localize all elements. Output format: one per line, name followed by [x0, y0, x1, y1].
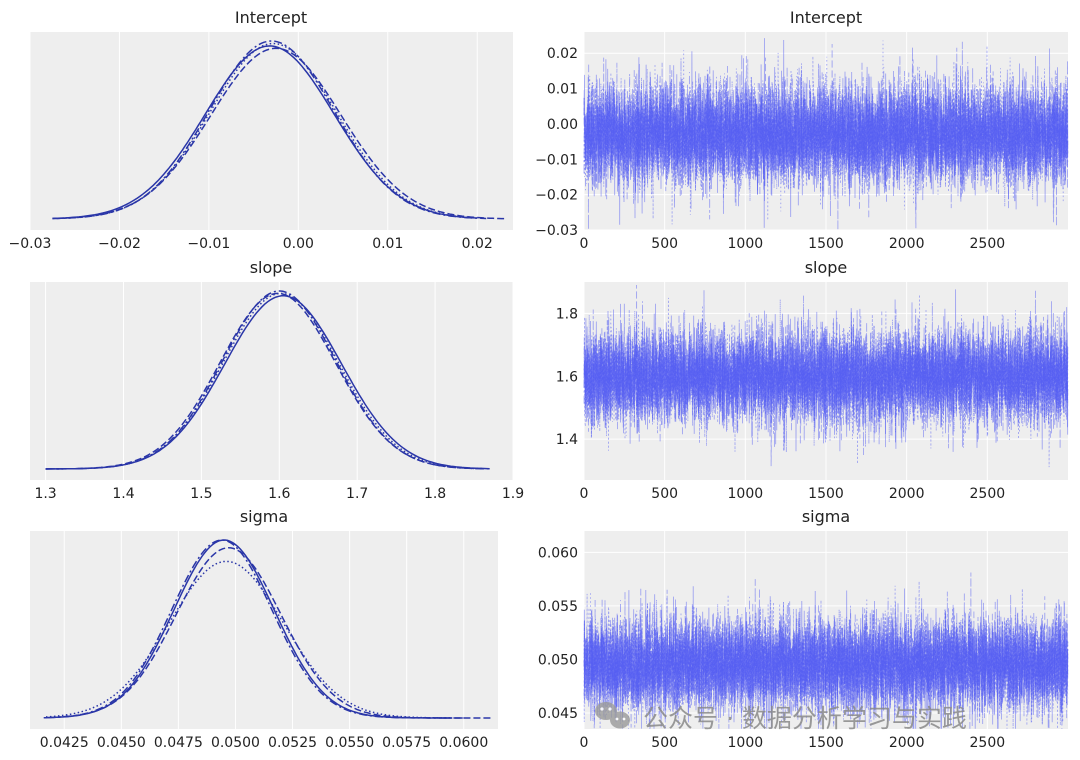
y-tick-label: −0.01	[535, 152, 578, 168]
plot-area	[30, 32, 513, 230]
x-tick-label: 0.0500	[211, 735, 260, 751]
y-tick-label: 1.6	[556, 369, 578, 385]
x-tick-label: 2500	[970, 735, 1006, 751]
trace-line-chain-3	[583, 579, 1069, 729]
panel-title-slope-kde: slope	[250, 258, 293, 277]
x-tick-label: 1000	[728, 236, 764, 252]
x-tick-label: 500	[651, 486, 678, 502]
x-tick-label: 1.3	[34, 486, 56, 502]
x-tick-label: 0.02	[462, 236, 493, 252]
trace-line-chain-4	[583, 294, 1069, 468]
x-tick-label: 1.4	[112, 486, 134, 502]
kde-curve-dashdot	[48, 539, 464, 719]
plot-area	[30, 531, 498, 729]
x-tick-label: 0.0450	[97, 735, 146, 751]
y-tick-label: 1.4	[556, 432, 578, 448]
x-tick-label: 0.01	[372, 236, 403, 252]
panel-title-slope-trace: slope	[805, 258, 848, 277]
x-tick-label: 1.6	[268, 486, 290, 502]
kde-panel-sigma: 0.0425 0.0450 0.0475 0.0500 0.0525 0.0550 0.05…	[30, 531, 498, 751]
trace-line-chain-4	[583, 40, 1069, 225]
kde-panel-slope: 1.3 1.4 1.5 1.6 1.7 1.8 1.9	[30, 282, 524, 502]
panel-title-sigma-kde: sigma	[240, 507, 288, 526]
trace-panel-sigma: 0 500 1000 1500 2000 2500 0.045 0.050 0.055 0.060	[538, 531, 1069, 751]
trace-panel-slope: 0 500 1000 1500 2000 2500 1.4 1.6 1.8	[556, 282, 1069, 502]
x-tick-label: 2500	[970, 486, 1006, 502]
y-tick-label: −0.02	[535, 188, 578, 204]
kde-curve-dotted	[45, 560, 453, 719]
x-tick-label: 0.0575	[382, 735, 431, 751]
watermark: 公众号 · 数据分析学习与实践	[595, 702, 967, 733]
x-tick-label: 0	[580, 486, 589, 502]
panel-title-intercept-trace: Intercept	[790, 8, 862, 27]
kde-panel-intercept: −0.03 −0.02 −0.01 0.00 0.01 0.02	[9, 32, 513, 252]
y-tick-label: 1.8	[556, 306, 578, 322]
x-tick-label: −0.01	[187, 236, 230, 252]
x-tick-label: 0.0600	[439, 735, 488, 751]
y-tick-label: 0.045	[538, 706, 578, 722]
x-tick-label: −0.03	[9, 236, 52, 252]
x-tick-label: 1.8	[424, 486, 446, 502]
x-tick-label: 0.00	[283, 236, 314, 252]
x-tick-label: 500	[651, 735, 678, 751]
y-tick-label: 0.00	[547, 117, 578, 133]
x-tick-label: 0	[580, 236, 589, 252]
y-tick-label: −0.03	[535, 223, 578, 239]
x-tick-label: 2000	[889, 486, 925, 502]
x-tick-label: −0.02	[98, 236, 141, 252]
kde-curve-dashdot	[45, 290, 482, 470]
y-tick-label: 0.01	[547, 82, 578, 98]
x-tick-label: 0.0475	[154, 735, 203, 751]
y-tick-label: 0.02	[547, 46, 578, 62]
x-tick-label: 1500	[808, 236, 844, 252]
trace-line-chain-3	[583, 41, 1069, 230]
y-tick-label: 0.050	[538, 652, 578, 668]
y-tick-label: 0.060	[538, 545, 578, 561]
x-tick-label: 0.0525	[268, 735, 317, 751]
trace-line-chain-4	[583, 581, 1069, 729]
x-tick-label: 0.0550	[325, 735, 374, 751]
x-tick-label: 1.7	[346, 486, 368, 502]
panel-title-sigma-trace: sigma	[802, 507, 850, 526]
x-tick-label: 2000	[889, 735, 925, 751]
plot-area	[30, 282, 513, 480]
y-tick-label: 0.055	[538, 599, 578, 615]
wechat-icon	[595, 702, 630, 729]
panel-title-intercept-kde: Intercept	[235, 8, 307, 27]
x-tick-label: 1000	[728, 735, 764, 751]
x-tick-label: 1500	[808, 486, 844, 502]
kde-curve-dashed	[45, 292, 490, 470]
x-tick-label: 1.9	[502, 486, 524, 502]
x-tick-label: 500	[651, 236, 678, 252]
trace-panel-intercept: 0 500 1000 1500 2000 2500 −0.03 −0.02 −0.01 0.00 0…	[535, 32, 1069, 252]
x-tick-label: 2000	[889, 236, 925, 252]
x-tick-label: 2500	[970, 236, 1006, 252]
x-tick-label: 0.0425	[40, 735, 89, 751]
x-tick-label: 1000	[728, 486, 764, 502]
kde-curve-dashdot	[52, 40, 487, 220]
watermark-text: 公众号 · 数据分析学习与实践	[643, 704, 967, 733]
x-tick-label: 1500	[808, 735, 844, 751]
x-tick-label: 0	[580, 735, 589, 751]
x-tick-label: 1.5	[190, 486, 212, 502]
